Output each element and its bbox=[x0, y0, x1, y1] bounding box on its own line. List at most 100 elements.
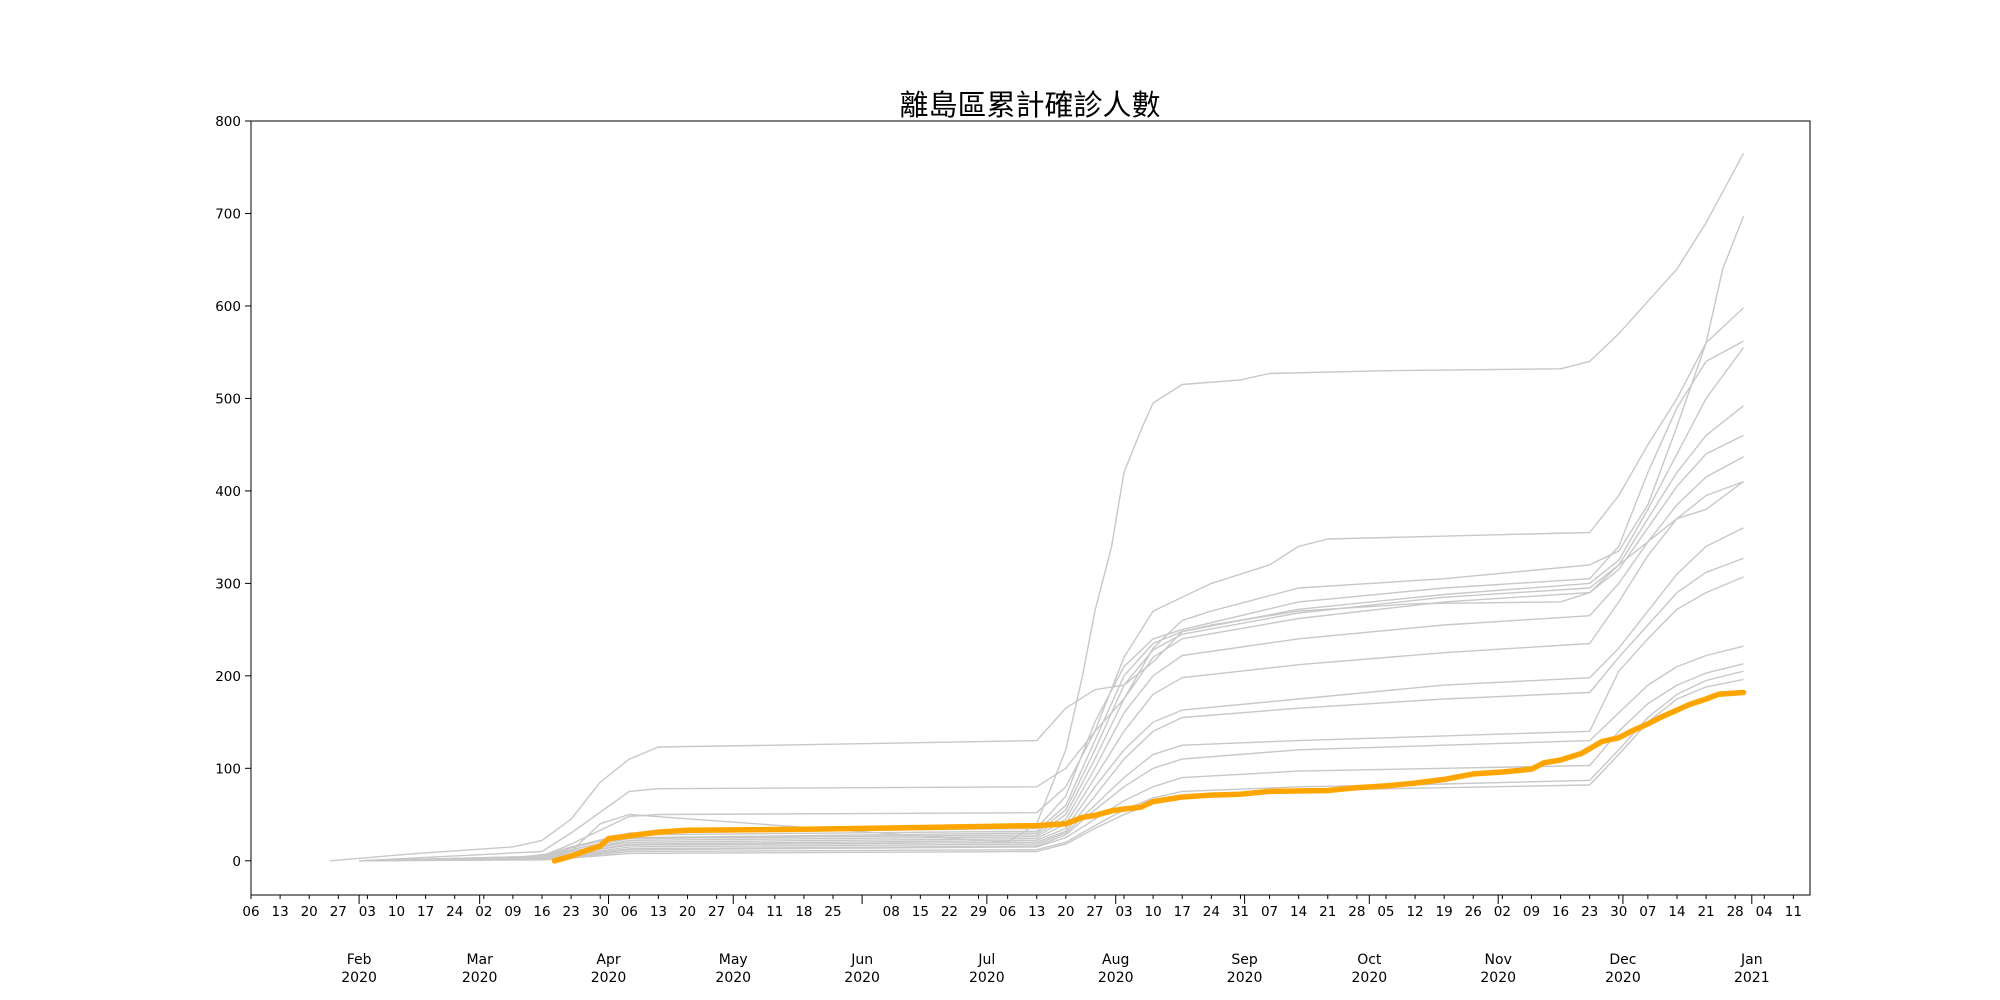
x-day-tick-label: 23 bbox=[563, 904, 580, 920]
x-month-year-label: 2020 bbox=[1352, 970, 1388, 986]
y-tick-label: 500 bbox=[215, 391, 241, 407]
x-month-year-label: 2020 bbox=[591, 970, 627, 986]
background-series-line-9 bbox=[359, 456, 1744, 862]
x-month-tick-label: Mar bbox=[466, 952, 493, 968]
x-month-tick-label: May bbox=[719, 952, 748, 968]
y-tick-label: 100 bbox=[215, 761, 241, 777]
x-day-tick-label: 27 bbox=[708, 904, 725, 920]
x-day-tick-label: 05 bbox=[1377, 904, 1394, 920]
x-day-tick-label: 17 bbox=[417, 904, 434, 920]
background-series-line-12 bbox=[359, 557, 1744, 862]
x-day-tick-label: 09 bbox=[1523, 904, 1540, 920]
y-tick-label: 400 bbox=[215, 484, 241, 500]
background-series-line-8 bbox=[359, 434, 1744, 862]
plot-frame bbox=[250, 120, 1811, 896]
x-day-tick-label: 12 bbox=[1406, 904, 1423, 920]
x-day-tick-label: 13 bbox=[650, 904, 667, 920]
x-month-tick-label: Feb bbox=[347, 952, 372, 968]
x-month-tick-label: Nov bbox=[1485, 952, 1512, 968]
background-series-line-2 bbox=[359, 153, 1745, 862]
background-series-line-15 bbox=[359, 663, 1744, 862]
x-day-tick-label: 02 bbox=[475, 904, 492, 920]
background-series-line-3 bbox=[359, 215, 1745, 862]
x-day-tick-label: 24 bbox=[1203, 904, 1220, 920]
x-day-tick-label: 20 bbox=[1057, 904, 1074, 920]
x-day-tick-label: 04 bbox=[737, 904, 754, 920]
x-month-tick-label: Jun bbox=[850, 952, 873, 968]
x-month-tick-label: Oct bbox=[1357, 952, 1382, 968]
series-layer bbox=[329, 153, 1745, 862]
x-day-tick-label: 06 bbox=[242, 904, 259, 920]
x-month-year-label: 2020 bbox=[715, 970, 751, 986]
x-day-tick-label: 11 bbox=[1785, 904, 1802, 920]
x-month-year-label: 2020 bbox=[1098, 970, 1134, 986]
plot-background bbox=[251, 121, 1810, 895]
x-day-tick-label: 11 bbox=[766, 904, 783, 920]
x-day-tick-label: 17 bbox=[1174, 904, 1191, 920]
x-day-tick-label: 16 bbox=[1552, 904, 1569, 920]
x-axis: 06 13 20 27 03 10 17 24 02 09 16 23 30 06 13 20 27 04 11 18… bbox=[242, 895, 1802, 986]
background-series-line-14 bbox=[359, 645, 1744, 862]
x-day-tick-label: 07 bbox=[1261, 904, 1278, 920]
x-day-tick-label: 10 bbox=[1145, 904, 1162, 920]
x-day-tick-label: 24 bbox=[446, 904, 463, 920]
x-day-tick-label: 02 bbox=[1494, 904, 1511, 920]
x-day-tick-label: 06 bbox=[621, 904, 638, 920]
x-day-tick-label: 23 bbox=[1581, 904, 1598, 920]
x-month-year-label: 2020 bbox=[844, 970, 880, 986]
x-month-year-label: 2020 bbox=[1227, 970, 1263, 986]
x-day-tick-label: 03 bbox=[359, 904, 376, 920]
x-month-tick-label: Sep bbox=[1231, 952, 1258, 968]
x-month-year-label: 2021 bbox=[1734, 970, 1770, 986]
y-tick-label: 800 bbox=[215, 114, 241, 130]
x-day-tick-label: 10 bbox=[388, 904, 405, 920]
x-day-tick-label: 30 bbox=[1610, 904, 1627, 920]
y-tick-label: 700 bbox=[215, 206, 241, 222]
x-day-tick-label: 20 bbox=[679, 904, 696, 920]
x-day-tick-label: 31 bbox=[1232, 904, 1249, 920]
x-day-tick-label: 28 bbox=[1348, 904, 1365, 920]
x-day-tick-label: 29 bbox=[970, 904, 987, 920]
x-day-tick-label: 26 bbox=[1465, 904, 1482, 920]
background-series-line-4 bbox=[359, 307, 1744, 862]
x-month-tick-label: Apr bbox=[596, 952, 620, 968]
x-day-tick-label: 18 bbox=[795, 904, 812, 920]
background-series-line-13 bbox=[359, 576, 1744, 862]
x-month-tick-label: Jul bbox=[977, 952, 995, 968]
x-day-tick-label: 28 bbox=[1727, 904, 1744, 920]
y-tick-label: 300 bbox=[215, 576, 241, 592]
x-month-year-label: 2020 bbox=[341, 970, 377, 986]
y-tick-label: 0 bbox=[232, 854, 241, 870]
x-day-tick-label: 13 bbox=[1028, 904, 1045, 920]
y-tick-label: 600 bbox=[215, 299, 241, 315]
highlight-layer bbox=[551, 689, 1747, 864]
x-day-tick-label: 21 bbox=[1697, 904, 1714, 920]
x-day-tick-label: 22 bbox=[941, 904, 958, 920]
background-series-line-11 bbox=[359, 527, 1744, 862]
x-day-tick-label: 15 bbox=[912, 904, 929, 920]
x-day-tick-label: 14 bbox=[1290, 904, 1307, 920]
x-month-year-label: 2020 bbox=[969, 970, 1005, 986]
y-axis: 0 100 200 300 400 500 600 700 800 bbox=[215, 114, 251, 870]
x-month-tick-label: Aug bbox=[1102, 952, 1129, 968]
highlight-series-line bbox=[551, 689, 1747, 864]
x-day-tick-label: 19 bbox=[1436, 904, 1453, 920]
x-day-tick-label: 03 bbox=[1115, 904, 1132, 920]
x-day-tick-label: 13 bbox=[272, 904, 289, 920]
x-month-tick-label: Dec bbox=[1609, 952, 1636, 968]
background-series-line-10 bbox=[359, 480, 1744, 862]
x-month-year-label: 2020 bbox=[1605, 970, 1641, 986]
x-day-tick-label: 07 bbox=[1639, 904, 1656, 920]
x-day-tick-label: 04 bbox=[1756, 904, 1773, 920]
x-day-tick-label: 16 bbox=[533, 904, 550, 920]
x-day-tick-label: 08 bbox=[883, 904, 900, 920]
x-month-year-label: 2020 bbox=[1480, 970, 1516, 986]
background-series-line-16 bbox=[359, 670, 1744, 862]
chart-title: 離島區累計確診人數 bbox=[899, 88, 1161, 122]
x-day-tick-label: 27 bbox=[1086, 904, 1103, 920]
x-day-tick-label: 21 bbox=[1319, 904, 1336, 920]
x-day-tick-label: 27 bbox=[330, 904, 347, 920]
y-tick-label: 200 bbox=[215, 669, 241, 685]
x-month-tick-label: Jan bbox=[1740, 952, 1763, 968]
